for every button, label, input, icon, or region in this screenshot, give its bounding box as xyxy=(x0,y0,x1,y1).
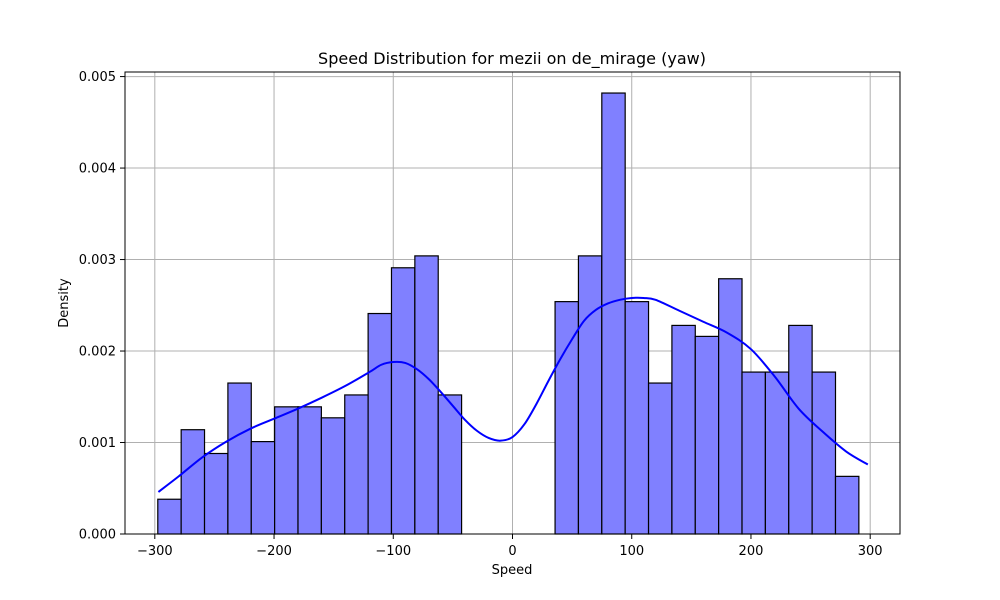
histogram-bar xyxy=(718,278,743,535)
x-axis-label: Speed xyxy=(492,563,533,578)
y-tick-label: 0.001 xyxy=(79,436,116,451)
x-tick-label: −100 xyxy=(375,544,411,559)
histogram-bar xyxy=(180,429,206,535)
histogram-bar xyxy=(694,335,720,535)
histogram-bar xyxy=(671,324,696,535)
histogram-bar xyxy=(624,301,650,535)
histogram-bar xyxy=(203,452,229,535)
x-tick-label: 300 xyxy=(858,544,883,559)
histogram-bar xyxy=(437,394,463,535)
histogram-bar xyxy=(764,371,790,535)
x-axis: −300 −200 −100 0 100 200 300 xyxy=(137,534,883,559)
histogram-bar xyxy=(390,267,416,535)
chart-title: Speed Distribution for mezii on de_mirag… xyxy=(318,49,706,69)
histogram-bar xyxy=(157,498,182,535)
x-tick-label: 100 xyxy=(619,544,644,559)
y-tick-label: 0.003 xyxy=(79,253,116,268)
histogram-bar xyxy=(601,92,626,535)
histogram-bar xyxy=(741,371,766,535)
histogram-bar xyxy=(811,371,837,535)
kde-curve-layer xyxy=(157,296,869,493)
kde-curve xyxy=(157,296,869,493)
x-tick-label: 200 xyxy=(739,544,764,559)
histogram-bar xyxy=(647,382,673,535)
x-tick-label: 0 xyxy=(508,544,516,559)
y-tick-label: 0.000 xyxy=(79,528,116,543)
y-tick-label: 0.004 xyxy=(79,162,116,177)
histogram-bars xyxy=(157,92,860,535)
histogram-bar xyxy=(227,382,252,535)
histogram-bar xyxy=(274,406,299,535)
histogram-bar xyxy=(788,324,813,535)
histogram-bar xyxy=(577,255,603,535)
histogram-bar xyxy=(297,406,322,535)
y-axis: 0.000 0.001 0.002 0.003 0.004 0.005 xyxy=(79,70,125,543)
x-tick-label: −300 xyxy=(137,544,173,559)
histogram-bar xyxy=(834,475,860,535)
y-axis-label: Density xyxy=(57,278,72,328)
y-tick-label: 0.002 xyxy=(79,345,116,360)
histogram-bar xyxy=(554,301,580,535)
histogram-bar xyxy=(344,394,369,535)
histogram-bar xyxy=(250,441,276,535)
histogram-bar xyxy=(320,417,346,535)
histogram-bar xyxy=(414,255,439,535)
histogram-bar xyxy=(367,312,393,535)
x-tick-label: −200 xyxy=(256,544,292,559)
y-tick-label: 0.005 xyxy=(79,70,116,85)
